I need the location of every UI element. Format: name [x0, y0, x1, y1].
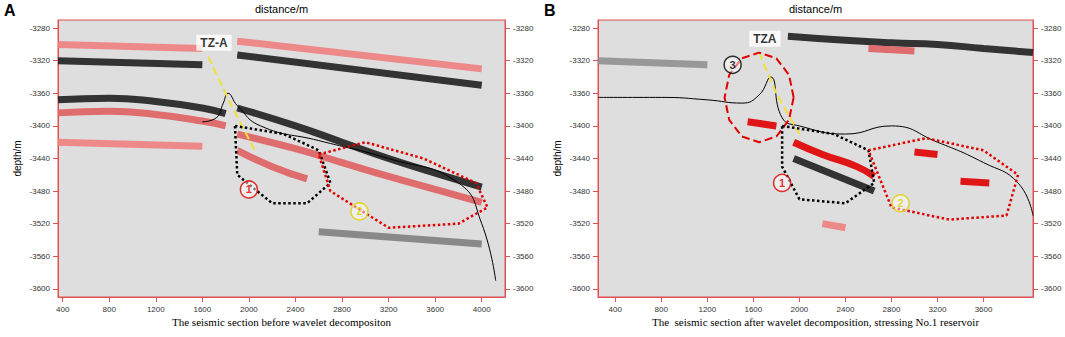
svg-text:-3560: -3560 — [570, 252, 591, 261]
svg-text:1600: 1600 — [193, 305, 211, 314]
svg-text:-3320: -3320 — [30, 56, 51, 65]
svg-text:3: 3 — [730, 59, 736, 71]
svg-text:1: 1 — [779, 177, 785, 189]
svg-text:-3400: -3400 — [570, 121, 591, 130]
svg-text:The seismic section after wav: The seismic section after wavelet decomp… — [652, 316, 979, 328]
svg-text:-3560: -3560 — [1041, 252, 1062, 261]
svg-text:-3520: -3520 — [513, 219, 534, 228]
svg-text:-3320: -3320 — [570, 56, 591, 65]
svg-text:-3400: -3400 — [30, 121, 51, 130]
svg-text:depth/m: depth/m — [552, 140, 563, 176]
svg-text:-3520: -3520 — [1041, 219, 1062, 228]
svg-text:3200: 3200 — [380, 305, 398, 314]
svg-text:TZ-A: TZ-A — [200, 36, 228, 50]
svg-text:-3600: -3600 — [30, 284, 51, 293]
svg-text:1200: 1200 — [147, 305, 165, 314]
svg-text:-3480: -3480 — [570, 187, 591, 196]
svg-text:400: 400 — [609, 305, 623, 314]
svg-text:-3440: -3440 — [1041, 154, 1062, 163]
svg-text:-3480: -3480 — [30, 187, 51, 196]
svg-text:2: 2 — [356, 205, 362, 217]
svg-text:2400: 2400 — [287, 305, 305, 314]
svg-text:-3280: -3280 — [1041, 24, 1062, 33]
svg-text:2: 2 — [898, 197, 904, 209]
svg-text:distance/m: distance/m — [255, 3, 308, 15]
svg-text:2800: 2800 — [333, 305, 351, 314]
svg-text:-3440: -3440 — [30, 154, 51, 163]
svg-text:800: 800 — [655, 305, 669, 314]
svg-text:-3280: -3280 — [30, 24, 51, 33]
svg-text:-3520: -3520 — [570, 219, 591, 228]
svg-text:-3600: -3600 — [1041, 284, 1062, 293]
svg-text:-3400: -3400 — [513, 121, 534, 130]
svg-text:1200: 1200 — [698, 305, 716, 314]
svg-text:-3280: -3280 — [570, 24, 591, 33]
svg-text:-3520: -3520 — [30, 219, 51, 228]
svg-text:4000: 4000 — [473, 305, 491, 314]
svg-text:3600: 3600 — [426, 305, 444, 314]
svg-text:-3280: -3280 — [513, 24, 534, 33]
svg-text:-3360: -3360 — [30, 89, 51, 98]
svg-text:2000: 2000 — [240, 305, 258, 314]
svg-text:-3480: -3480 — [513, 187, 534, 196]
svg-text:-3480: -3480 — [1041, 187, 1062, 196]
svg-text:-3560: -3560 — [30, 252, 51, 261]
svg-text:-3360: -3360 — [570, 89, 591, 98]
svg-text:3600: 3600 — [975, 305, 993, 314]
svg-text:-3320: -3320 — [1041, 56, 1062, 65]
svg-text:-3560: -3560 — [513, 252, 534, 261]
svg-text:-3360: -3360 — [1041, 89, 1062, 98]
svg-text:1600: 1600 — [744, 305, 762, 314]
svg-text:-3440: -3440 — [513, 154, 534, 163]
svg-text:2400: 2400 — [837, 305, 855, 314]
svg-text:-3400: -3400 — [1041, 121, 1062, 130]
svg-text:-3360: -3360 — [513, 89, 534, 98]
svg-text:depth/m: depth/m — [12, 140, 23, 176]
svg-text:-3320: -3320 — [513, 56, 534, 65]
svg-text:400: 400 — [56, 305, 70, 314]
svg-text:800: 800 — [103, 305, 117, 314]
svg-text:-3440: -3440 — [570, 154, 591, 163]
svg-text:The seismic section before wav: The seismic section before wavelet decom… — [172, 316, 392, 328]
svg-text:B: B — [544, 2, 556, 19]
svg-text:1: 1 — [246, 183, 252, 195]
svg-text:-3600: -3600 — [570, 284, 591, 293]
svg-text:distance/m: distance/m — [789, 3, 842, 15]
svg-text:2000: 2000 — [790, 305, 808, 314]
svg-text:3200: 3200 — [929, 305, 947, 314]
svg-text:TZA: TZA — [753, 32, 777, 46]
svg-text:2800: 2800 — [883, 305, 901, 314]
svg-text:-3600: -3600 — [513, 284, 534, 293]
svg-text:A: A — [4, 2, 16, 19]
